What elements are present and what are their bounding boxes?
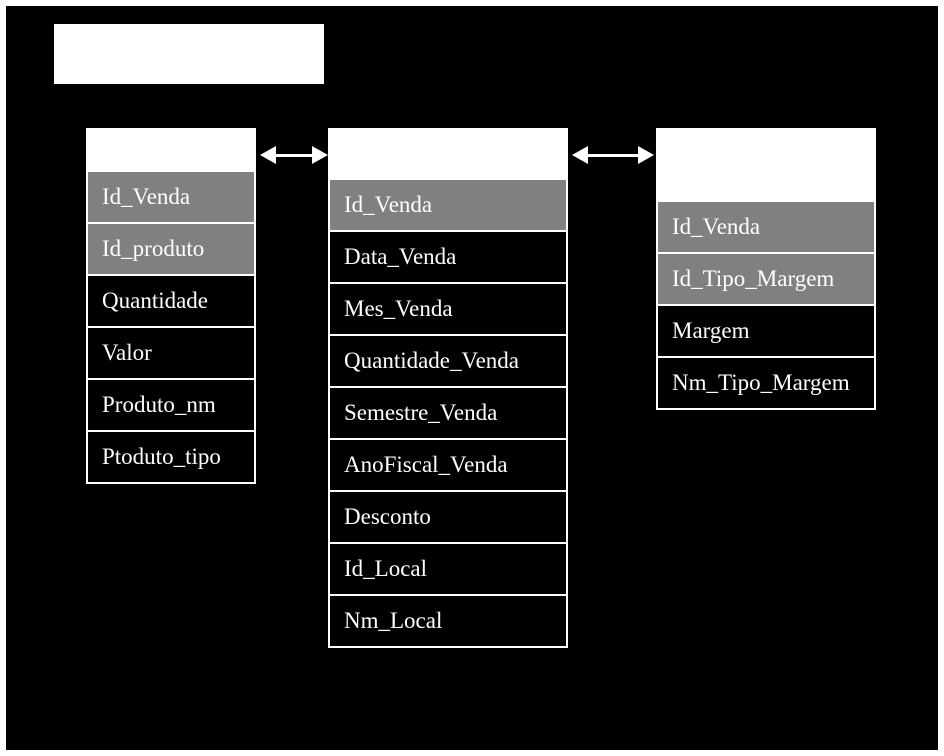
table-produto-header [88,130,254,170]
col-quantidade: Quantidade [88,274,254,326]
col-nm-local: Nm_Local [330,594,566,646]
col-nm-tipo-margem: Nm_Tipo_Margem [658,356,874,408]
arrow-line [588,154,638,157]
col-id-venda: Id_Venda [88,170,254,222]
table-produto: Id_Venda Id_produto Quantidade Valor Pro… [86,128,256,484]
col-semestre-venda: Semestre_Venda [330,386,566,438]
arrow-right-icon [312,146,328,164]
col-quantidade-venda: Quantidade_Venda [330,334,566,386]
arrow-left-icon [260,146,276,164]
arrow-line [276,154,312,157]
col-data-venda: Data_Venda [330,230,566,282]
col-id-venda: Id_Venda [658,200,874,252]
table-venda: Id_Venda Data_Venda Mes_Venda Quantidade… [328,128,568,648]
arrow-right-icon [638,146,654,164]
relation-arrow [260,146,328,164]
col-desconto: Desconto [330,490,566,542]
col-margem: Margem [658,304,874,356]
col-id-local: Id_Local [330,542,566,594]
table-margem-header [658,130,874,200]
col-mes-venda: Mes_Venda [330,282,566,334]
col-anofiscal-venda: AnoFiscal_Venda [330,438,566,490]
col-produto-nm: Produto_nm [88,378,254,430]
title-box [54,24,324,84]
table-venda-header [330,130,566,178]
relation-arrow [572,146,654,164]
arrow-left-icon [572,146,588,164]
col-id-produto: Id_produto [88,222,254,274]
col-id-tipo-margem: Id_Tipo_Margem [658,252,874,304]
diagram-frame: Id_Venda Id_produto Quantidade Valor Pro… [6,6,938,750]
col-produto-tipo: Ptoduto_tipo [88,430,254,482]
col-valor: Valor [88,326,254,378]
col-id-venda: Id_Venda [330,178,566,230]
table-margem: Id_Venda Id_Tipo_Margem Margem Nm_Tipo_M… [656,128,876,410]
